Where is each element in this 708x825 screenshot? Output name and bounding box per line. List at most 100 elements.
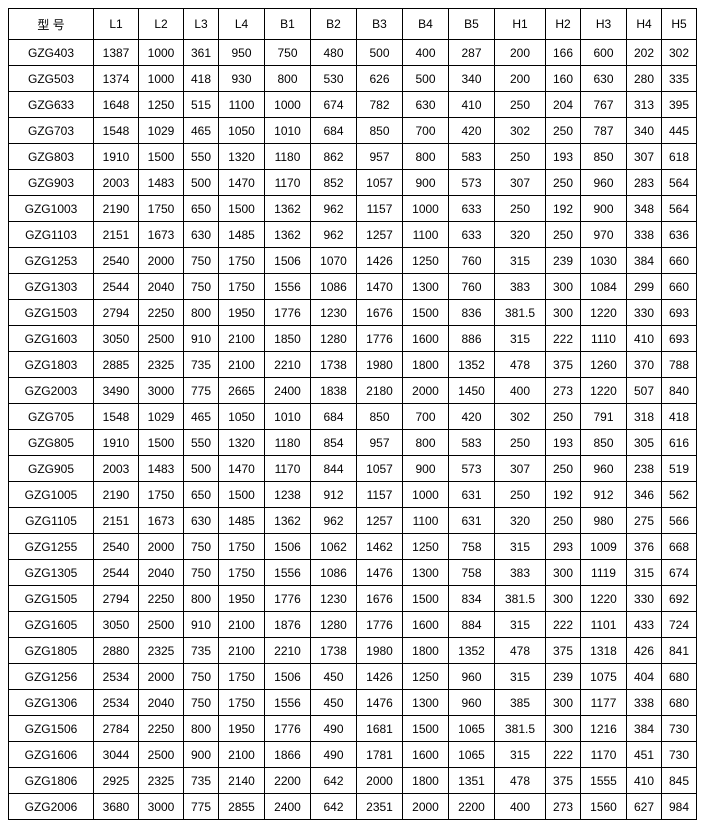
value-cell: 2190 (93, 481, 139, 508)
value-cell: 273 (545, 793, 581, 820)
table-row: GZG1506 2784 2250 800 1950 1776 490 1681 1500 106… (8, 715, 697, 742)
value-cell: 2250 (138, 299, 184, 326)
value-cell: 735 (183, 351, 219, 378)
value-cell: 1100 (402, 507, 449, 534)
value-cell: 1980 (356, 351, 403, 378)
value-cell: 361 (183, 39, 219, 66)
value-cell: 239 (545, 663, 581, 690)
value-cell: 1250 (402, 533, 449, 560)
value-cell: 724 (661, 611, 697, 638)
value-cell: 1776 (264, 715, 311, 742)
table-row: GZG805 1910 1500 550 1320 1180 854 957 800 583 250… (8, 429, 697, 456)
table-row: GZG705 1548 1029 465 1050 1010 684 850 700 420 302… (8, 403, 697, 430)
value-cell: 519 (661, 455, 697, 482)
column-header: L3 (183, 8, 219, 40)
value-cell: 375 (545, 767, 581, 794)
table-row: GZG1505 2794 2250 800 1950 1776 1230 1676 1500 83… (8, 585, 697, 612)
value-cell: 305 (626, 429, 662, 456)
value-cell: 2351 (356, 793, 403, 820)
value-cell: 750 (183, 273, 219, 300)
value-cell: 700 (402, 117, 449, 144)
value-cell: 735 (183, 637, 219, 664)
value-cell: 335 (661, 65, 697, 92)
value-cell: 1980 (356, 637, 403, 664)
value-cell: 984 (661, 793, 697, 820)
value-cell: 1050 (218, 403, 265, 430)
value-cell: 1500 (138, 429, 184, 456)
value-cell: 750 (183, 559, 219, 586)
value-cell: 1485 (218, 507, 265, 534)
value-cell: 1600 (402, 611, 449, 638)
model-cell: GZG803 (8, 143, 94, 170)
value-cell: 616 (661, 429, 697, 456)
value-cell: 193 (545, 429, 581, 456)
value-cell: 239 (545, 247, 581, 274)
value-cell: 1676 (356, 585, 403, 612)
value-cell: 912 (310, 481, 357, 508)
value-cell: 2400 (264, 377, 311, 404)
value-cell: 1560 (580, 793, 627, 820)
model-cell: GZG2003 (8, 377, 94, 404)
value-cell: 465 (183, 117, 219, 144)
value-cell: 250 (494, 195, 546, 222)
value-cell: 480 (310, 39, 357, 66)
value-cell: 564 (661, 169, 697, 196)
value-cell: 1910 (93, 429, 139, 456)
value-cell: 500 (183, 169, 219, 196)
value-cell: 1238 (264, 481, 311, 508)
table-row: GZG1005 2190 1750 650 1500 1238 912 1157 1000 631… (8, 481, 697, 508)
value-cell: 550 (183, 429, 219, 456)
value-cell: 1362 (264, 195, 311, 222)
value-cell: 618 (661, 143, 697, 170)
value-cell: 202 (626, 39, 662, 66)
value-cell: 1750 (218, 247, 265, 274)
value-cell: 2000 (138, 247, 184, 274)
model-cell: GZG1506 (8, 715, 94, 742)
value-cell: 730 (661, 741, 697, 768)
value-cell: 1673 (138, 221, 184, 248)
value-cell: 660 (661, 247, 697, 274)
value-cell: 2794 (93, 299, 139, 326)
value-cell: 1065 (448, 715, 495, 742)
table-row: GZG503 1374 1000 418 930 800 530 626 500 340 200 16… (8, 65, 697, 92)
value-cell: 600 (580, 39, 627, 66)
value-cell: 1426 (356, 247, 403, 274)
value-cell: 222 (545, 325, 581, 352)
model-cell: GZG1103 (8, 221, 94, 248)
column-header: H3 (580, 8, 627, 40)
value-cell: 684 (310, 117, 357, 144)
value-cell: 844 (310, 455, 357, 482)
value-cell: 583 (448, 143, 495, 170)
value-cell: 2540 (93, 533, 139, 560)
value-cell: 630 (580, 65, 627, 92)
value-cell: 1600 (402, 325, 449, 352)
value-cell: 862 (310, 143, 357, 170)
table-row: GZG1606 3044 2500 900 2100 1866 490 1781 1600 106… (8, 741, 697, 768)
header-row: 型 号 L1 L2 L3 L4 B1 B2 B3 B4 B5 H1 H2 H3 H4 H5 (8, 8, 697, 40)
value-cell: 800 (183, 299, 219, 326)
value-cell: 660 (661, 273, 697, 300)
value-cell: 2210 (264, 637, 311, 664)
value-cell: 1600 (402, 741, 449, 768)
value-cell: 750 (183, 533, 219, 560)
value-cell: 370 (626, 351, 662, 378)
value-cell: 1681 (356, 715, 403, 742)
value-cell: 1450 (448, 377, 495, 404)
table-row: GZG905 2003 1483 500 1470 1170 844 1057 900 573 30… (8, 455, 697, 482)
value-cell: 836 (448, 299, 495, 326)
value-cell: 200 (494, 65, 546, 92)
value-cell: 1000 (402, 481, 449, 508)
value-cell: 192 (545, 195, 581, 222)
value-cell: 1300 (402, 273, 449, 300)
value-cell: 1000 (138, 39, 184, 66)
value-cell: 222 (545, 611, 581, 638)
table-row: GZG1255 2540 2000 750 1750 1506 1062 1462 1250 75… (8, 533, 697, 560)
value-cell: 500 (402, 65, 449, 92)
value-cell: 980 (580, 507, 627, 534)
value-cell: 1950 (218, 585, 265, 612)
value-cell: 2200 (448, 793, 495, 820)
value-cell: 1500 (138, 143, 184, 170)
value-cell: 1648 (93, 91, 139, 118)
value-cell: 3490 (93, 377, 139, 404)
value-cell: 2500 (138, 741, 184, 768)
